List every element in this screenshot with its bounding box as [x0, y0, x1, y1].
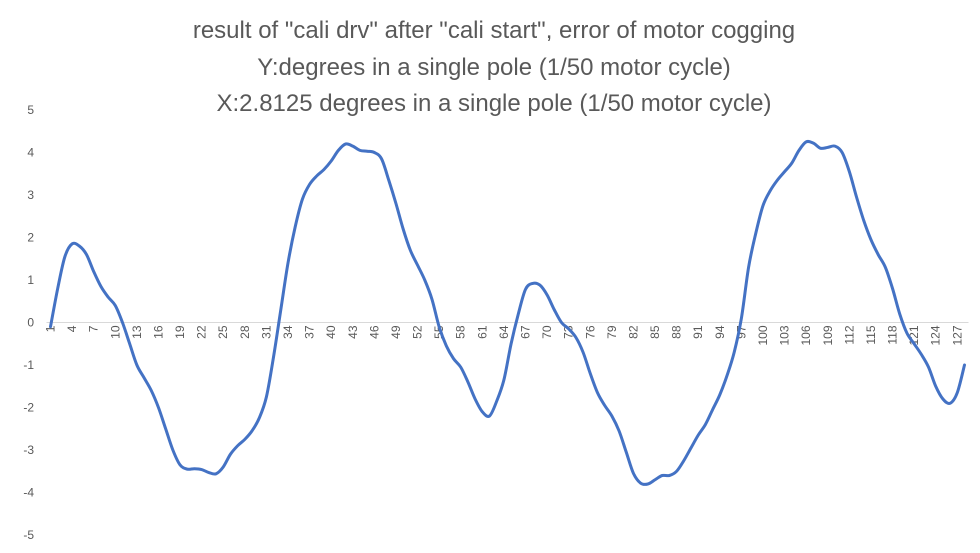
x-tick-label: 34	[281, 325, 295, 339]
x-tick-label: 91	[691, 325, 705, 339]
x-tick-label: 115	[864, 325, 878, 344]
x-tick-label: 112	[842, 325, 856, 344]
x-tick-label: 25	[216, 325, 230, 339]
x-tick-label: 73	[562, 325, 576, 339]
x-tick-label: 13	[130, 325, 144, 339]
x-tick-label: 100	[756, 325, 770, 345]
x-tick-label: 46	[367, 325, 381, 339]
x-tick-label: 10	[108, 325, 122, 339]
x-tick-label: 127	[950, 325, 964, 345]
x-tick-label: 7	[87, 325, 101, 332]
x-tick-label: 61	[475, 325, 489, 339]
x-tick-label: 82	[626, 325, 640, 339]
x-tick-label: 103	[778, 325, 792, 345]
y-tick-label: 4	[27, 146, 34, 160]
y-tick-label: 3	[27, 188, 34, 202]
x-tick-label: 16	[151, 325, 165, 339]
chart-title-line-1: result of "cali drv" after "cali start",…	[193, 17, 795, 44]
x-tick-label: 124	[929, 325, 943, 345]
x-axis-tick-labels: 1 4 7 10 13 16 19 22 25 28 31 34 37 40 43 46 49 52 55 58 61 6…	[44, 325, 965, 345]
x-tick-label: 118	[886, 325, 900, 344]
x-tick-label: 31	[259, 325, 273, 339]
x-tick-label: 106	[799, 325, 813, 345]
x-tick-label: 79	[605, 325, 619, 339]
y-tick-label: 1	[27, 273, 34, 287]
series-line	[49, 139, 966, 486]
x-tick-label: 109	[821, 325, 835, 345]
y-tick-label: 0	[27, 316, 34, 330]
x-tick-label: 64	[497, 325, 511, 339]
y-tick-label: -2	[23, 401, 34, 415]
chart-title-line-3: X:2.8125 degrees in a single pole (1/50 …	[217, 90, 772, 117]
x-tick-label: 94	[713, 325, 727, 339]
y-tick-label: -5	[23, 528, 34, 542]
x-tick-label: 19	[173, 325, 187, 339]
x-tick-label: 43	[346, 325, 360, 339]
x-tick-label: 76	[583, 325, 597, 339]
x-tick-label: 1	[44, 325, 58, 332]
x-tick-label: 4	[65, 325, 79, 332]
x-tick-label: 22	[195, 325, 209, 339]
y-tick-label: 2	[27, 231, 34, 245]
y-tick-label: 5	[27, 103, 34, 117]
x-tick-label: 52	[411, 325, 425, 339]
x-tick-label: 67	[518, 325, 532, 339]
x-tick-label: 40	[324, 325, 338, 339]
x-tick-label: 49	[389, 325, 403, 339]
y-tick-label: -4	[23, 486, 34, 500]
y-tick-label: -3	[23, 443, 34, 457]
y-tick-label: -1	[23, 358, 34, 372]
x-tick-label: 37	[303, 325, 317, 339]
x-tick-label: 88	[670, 325, 684, 339]
y-axis-tick-labels: 5 4 3 2 1 0 -1 -2 -3 -4 -5	[23, 103, 34, 542]
x-tick-label: 28	[238, 325, 252, 339]
chart-title-line-2: Y:degrees in a single pole (1/50 motor c…	[257, 54, 731, 81]
x-tick-label: 70	[540, 325, 554, 339]
x-tick-label: 58	[454, 325, 468, 339]
x-tick-label: 85	[648, 325, 662, 339]
chart-title: result of "cali drv" after "cali start",…	[193, 17, 795, 117]
